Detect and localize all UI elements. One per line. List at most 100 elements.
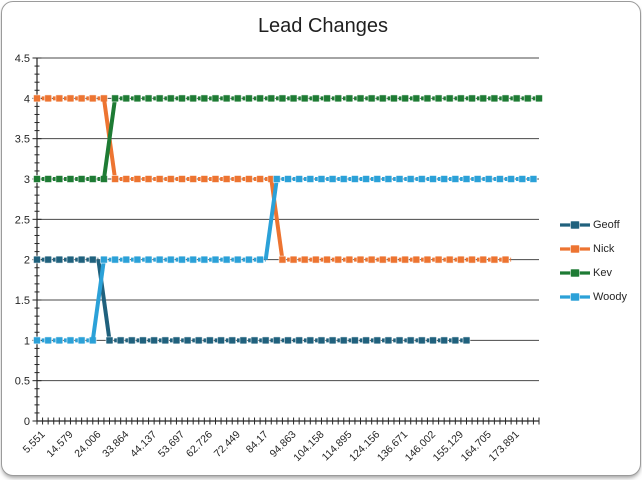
series-marker-woody bbox=[295, 175, 304, 183]
series-marker-woody bbox=[507, 175, 516, 183]
series-marker-kev bbox=[345, 94, 354, 103]
y-axis-label: 2 bbox=[24, 255, 30, 267]
series-marker-kev bbox=[189, 94, 198, 103]
series-marker-nick bbox=[77, 94, 86, 103]
legend-label-geoff: Geoff bbox=[593, 219, 620, 231]
legend-item-nick[interactable]: Nick bbox=[559, 237, 627, 261]
series-marker-geoff bbox=[406, 336, 415, 345]
series-marker-geoff bbox=[440, 336, 449, 345]
x-axis-label: 44.137 bbox=[128, 429, 159, 460]
series-transition-woody bbox=[90, 259, 106, 341]
x-axis-label: 62.726 bbox=[184, 429, 215, 460]
series-marker-woody bbox=[77, 336, 86, 345]
series-marker-woody bbox=[417, 175, 426, 183]
series-marker-kev bbox=[55, 175, 64, 183]
series-marker-kev bbox=[111, 94, 120, 103]
series-marker-geoff bbox=[462, 336, 471, 345]
legend-line-marker-icon bbox=[560, 268, 590, 278]
series-marker-nick bbox=[323, 255, 332, 264]
series-marker-nick bbox=[111, 175, 120, 183]
series-marker-kev bbox=[178, 94, 187, 103]
series-marker-geoff bbox=[172, 336, 181, 345]
y-axis-label: 2.5 bbox=[15, 214, 30, 226]
series-marker-woody bbox=[384, 175, 393, 183]
series-marker-woody bbox=[284, 175, 292, 183]
series-marker-geoff bbox=[161, 336, 170, 345]
x-axis-label: 14.579 bbox=[44, 429, 75, 460]
series-marker-kev bbox=[155, 94, 164, 103]
series-marker-nick bbox=[278, 255, 287, 264]
series-marker-woody bbox=[395, 175, 404, 183]
series-marker-woody bbox=[328, 175, 337, 183]
series-marker-woody bbox=[272, 175, 281, 183]
series-marker-geoff bbox=[261, 336, 270, 345]
series-marker-geoff bbox=[395, 336, 404, 345]
series-marker-kev bbox=[323, 94, 332, 103]
series-marker-kev bbox=[389, 94, 398, 103]
series-marker-nick bbox=[33, 94, 41, 103]
series-marker-kev bbox=[367, 94, 376, 103]
series-marker-kev bbox=[33, 175, 41, 183]
series-marker-kev bbox=[166, 94, 175, 103]
series-marker-geoff bbox=[77, 255, 86, 264]
series-marker-woody bbox=[55, 336, 64, 345]
series-marker-geoff bbox=[183, 336, 192, 345]
series-marker-kev bbox=[523, 94, 532, 103]
series-marker-nick bbox=[66, 94, 75, 103]
series-transition-kev bbox=[101, 98, 118, 180]
series-marker-nick bbox=[434, 255, 443, 264]
series-marker-nick bbox=[445, 255, 454, 264]
series-marker-woody bbox=[350, 175, 359, 183]
series-marker-geoff bbox=[317, 336, 326, 345]
series-marker-woody bbox=[111, 255, 120, 264]
series-marker-nick bbox=[501, 255, 510, 264]
series-marker-kev bbox=[490, 94, 499, 103]
series-marker-geoff bbox=[194, 336, 203, 345]
series-marker-woody bbox=[99, 255, 108, 264]
series-marker-geoff bbox=[66, 255, 75, 264]
legend-item-woody[interactable]: Woody bbox=[559, 285, 627, 309]
series-marker-geoff bbox=[138, 336, 147, 345]
series-marker-nick bbox=[222, 175, 231, 183]
x-axis-label: 53.697 bbox=[156, 429, 187, 460]
x-axis-label: 173.891 bbox=[486, 429, 521, 464]
series-marker-geoff bbox=[328, 336, 337, 345]
series-marker-kev bbox=[434, 94, 443, 103]
series-marker-kev bbox=[479, 94, 488, 103]
series-marker-geoff bbox=[373, 336, 382, 345]
series-marker-kev bbox=[144, 94, 153, 103]
series-marker-geoff bbox=[205, 336, 214, 345]
series-marker-geoff bbox=[339, 336, 348, 345]
series-marker-geoff bbox=[350, 336, 359, 345]
series-marker-geoff bbox=[272, 336, 281, 345]
series-marker-nick bbox=[200, 175, 209, 183]
series-marker-kev bbox=[512, 94, 521, 103]
series-marker-woody bbox=[244, 255, 253, 264]
series-marker-geoff bbox=[250, 336, 259, 345]
series-marker-kev bbox=[77, 175, 86, 183]
series-marker-woody bbox=[178, 255, 187, 264]
series-marker-kev bbox=[501, 94, 510, 103]
series-marker-woody bbox=[529, 175, 538, 183]
series-marker-kev bbox=[401, 94, 410, 103]
series-marker-nick bbox=[144, 175, 153, 183]
series-marker-woody bbox=[144, 255, 153, 264]
series-marker-geoff bbox=[55, 255, 64, 264]
series-marker-woody bbox=[339, 175, 348, 183]
x-axis-label: 24.006 bbox=[72, 429, 103, 460]
series-marker-nick bbox=[155, 175, 164, 183]
y-axis-label: 4 bbox=[24, 93, 30, 105]
series-marker-kev bbox=[535, 94, 543, 103]
series-marker-woody bbox=[484, 175, 493, 183]
series-marker-woody bbox=[122, 255, 131, 264]
series-marker-woody bbox=[166, 255, 175, 264]
legend-item-geoff[interactable]: Geoff bbox=[559, 213, 627, 237]
series-marker-nick bbox=[378, 255, 387, 264]
series-marker-kev bbox=[211, 94, 220, 103]
y-axis-label: 4.5 bbox=[15, 53, 30, 65]
legend-item-kev[interactable]: Kev bbox=[559, 261, 627, 285]
series-marker-woody bbox=[211, 255, 220, 264]
series-marker-geoff bbox=[116, 336, 125, 345]
